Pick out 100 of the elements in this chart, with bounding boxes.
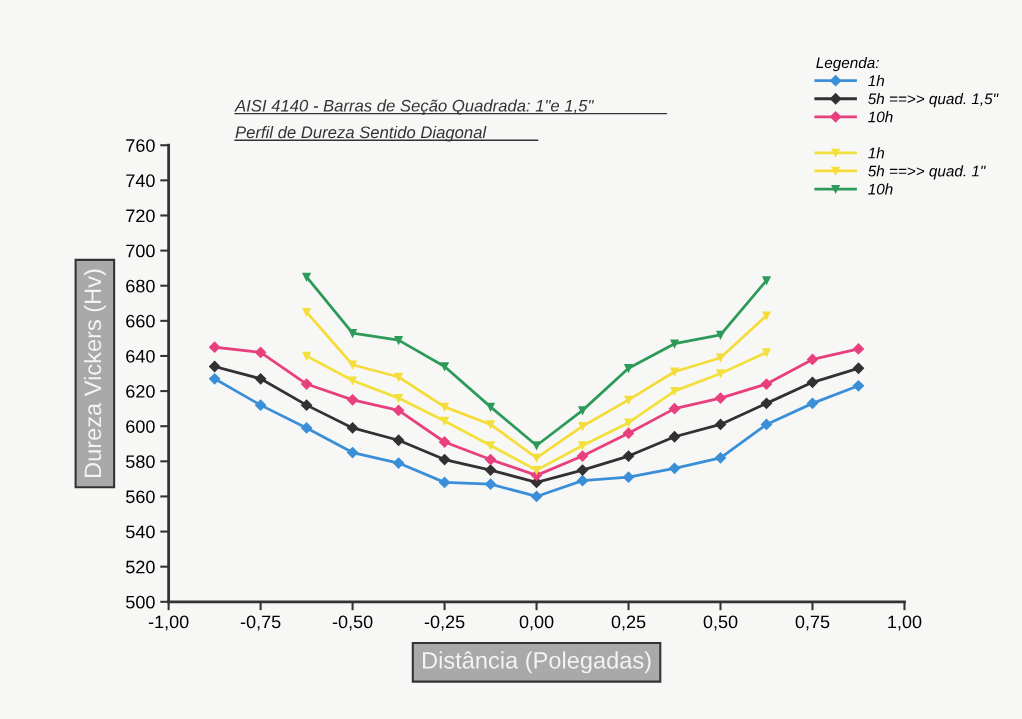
- y-tick-label: 600: [126, 420, 155, 433]
- x-tick-label: -0,50: [332, 615, 373, 631]
- x-tick-label: 0,75: [795, 615, 830, 631]
- y-tick-label: 580: [126, 455, 155, 469]
- y-tick-label: 720: [126, 209, 155, 223]
- point: [578, 422, 587, 431]
- legend-label: 1h: [868, 74, 885, 87]
- legend-label: 1h: [868, 147, 885, 159]
- point: [670, 339, 679, 348]
- point: [348, 328, 357, 338]
- point: [484, 453, 497, 466]
- point: [762, 276, 771, 285]
- x-tick-label: -0,25: [424, 615, 465, 631]
- point: [716, 369, 725, 378]
- point: [392, 457, 405, 469]
- legend-label: 10h: [868, 183, 893, 195]
- point: [394, 335, 403, 345]
- point: [302, 351, 311, 361]
- point: [348, 376, 357, 385]
- x-tick-label: -0,75: [240, 615, 281, 631]
- point: [622, 450, 635, 462]
- point: [668, 431, 681, 443]
- x-axis-title: Distância (Polegadas): [423, 651, 651, 674]
- point: [668, 462, 681, 474]
- x-tick-label: 1,00: [888, 615, 922, 631]
- point: [300, 422, 313, 434]
- point: [716, 330, 725, 340]
- point: [576, 464, 589, 476]
- point: [760, 397, 773, 409]
- point: [255, 399, 267, 411]
- x-tick-label: 0,00: [519, 615, 554, 631]
- point: [622, 427, 635, 439]
- y-axis-title: Dureza Vickers (Hv): [83, 269, 106, 477]
- point: [624, 364, 633, 373]
- point: [209, 373, 221, 385]
- point: [806, 397, 819, 409]
- point: [438, 476, 451, 488]
- y-tick-label: 680: [126, 279, 155, 293]
- x-tick-label: -1,00: [148, 615, 189, 631]
- point: [392, 434, 405, 446]
- point: [255, 346, 267, 359]
- point: [440, 362, 449, 371]
- point: [530, 490, 543, 503]
- point: [486, 402, 495, 412]
- point: [852, 343, 865, 355]
- point: [346, 422, 359, 434]
- y-tick-label: 740: [126, 174, 155, 188]
- point: [302, 307, 311, 317]
- point: [348, 360, 357, 369]
- point: [668, 403, 681, 415]
- y-tick-label: 640: [126, 349, 155, 363]
- point: [624, 418, 633, 427]
- point: [670, 386, 679, 396]
- point: [714, 452, 727, 464]
- point: [716, 353, 725, 362]
- y-tick-label: 760: [126, 139, 155, 152]
- y-tick-label: 560: [126, 490, 155, 504]
- point: [392, 404, 405, 417]
- point: [440, 416, 449, 426]
- chart-title: AISI 4140 - Barras de Seção Quadrada: 1"e 1,5": [234, 99, 595, 115]
- legend-title: Legenda:: [816, 56, 879, 72]
- point: [484, 478, 497, 490]
- point: [806, 353, 819, 366]
- point: [394, 393, 403, 403]
- point: [302, 272, 311, 282]
- point: [806, 376, 819, 388]
- point: [532, 441, 541, 450]
- point: [760, 378, 773, 390]
- x-tick-label: 0,50: [703, 615, 738, 631]
- point: [438, 436, 451, 448]
- point: [438, 453, 451, 466]
- point: [714, 418, 727, 431]
- point: [852, 380, 865, 392]
- legend-label: 10h: [868, 111, 893, 123]
- point: [300, 378, 313, 390]
- point: [346, 394, 359, 406]
- point: [670, 367, 679, 376]
- legend-label: 5h ==>> quad. 1": [868, 165, 986, 180]
- point: [255, 373, 267, 385]
- point: [532, 465, 541, 475]
- point: [484, 464, 497, 476]
- point: [209, 360, 221, 373]
- point: [622, 471, 635, 483]
- point: [209, 341, 221, 353]
- point: [714, 392, 727, 404]
- y-tick-label: 700: [126, 244, 155, 258]
- y-tick-label: 540: [126, 525, 155, 539]
- y-tick-label: 500: [126, 595, 155, 609]
- point: [346, 446, 359, 459]
- y-tick-label: 520: [126, 560, 155, 574]
- legend-label: 5h ==>> quad. 1,5": [868, 93, 999, 108]
- point: [578, 406, 587, 415]
- point: [532, 453, 541, 462]
- chart-subtitle: Perfil de Dureza Sentido Diagonal: [235, 125, 487, 142]
- point: [300, 399, 313, 411]
- point: [762, 311, 771, 320]
- point: [578, 441, 587, 450]
- point: [624, 395, 633, 405]
- point: [852, 362, 865, 374]
- point: [486, 441, 495, 450]
